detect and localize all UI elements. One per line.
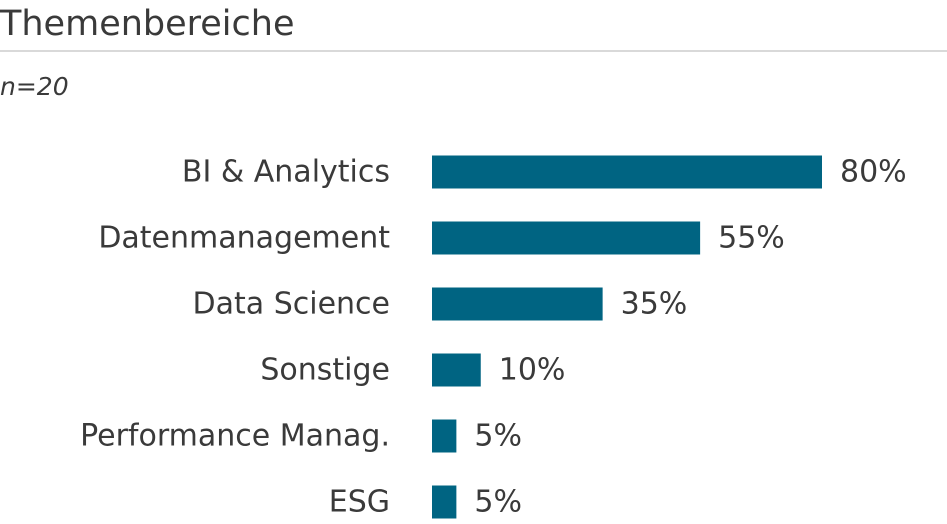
bar xyxy=(432,353,481,387)
bar xyxy=(432,419,457,453)
sample-size-note: n=20 xyxy=(0,72,69,101)
category-label: ESG xyxy=(329,485,390,520)
bar xyxy=(432,287,603,321)
bar xyxy=(432,221,701,255)
chart-title: Themenbereiche xyxy=(0,4,295,44)
value-label: 80% xyxy=(840,155,907,190)
category-label: Performance Manag. xyxy=(80,419,390,454)
value-label: 55% xyxy=(718,221,785,256)
category-label: Data Science xyxy=(193,287,390,322)
title-divider xyxy=(0,50,947,52)
bar xyxy=(432,155,822,189)
category-label: Sonstige xyxy=(260,353,390,388)
value-label: 35% xyxy=(621,287,688,322)
value-label: 5% xyxy=(474,485,522,520)
category-label: Datenmanagement xyxy=(98,221,390,256)
value-label: 5% xyxy=(474,419,522,454)
value-label: 10% xyxy=(499,353,566,388)
category-label: BI & Analytics xyxy=(182,155,390,190)
bar xyxy=(432,485,457,519)
